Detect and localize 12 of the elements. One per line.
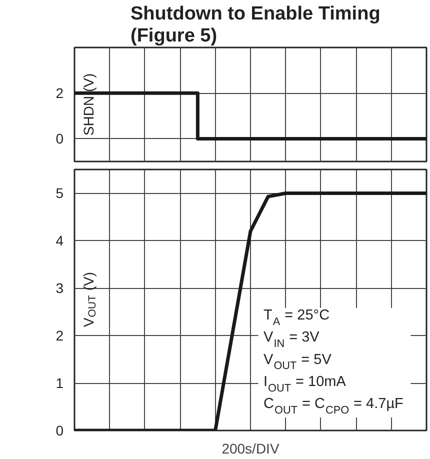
y-tick-label: 0 [56, 130, 64, 147]
y-axis-title: SHDN (V) [80, 73, 96, 136]
y-axis-title: VOUT (V) [80, 272, 99, 328]
x-axis-title: 200s/DIV [222, 440, 280, 456]
y-tick-label: 0 [56, 422, 64, 438]
y-tick-label: 5 [56, 185, 64, 202]
y-tick-label: 4 [56, 232, 64, 249]
y-tick-label: 2 [56, 85, 64, 102]
chart-title: Shutdown to Enable Timing (Figure 5) [130, 3, 380, 46]
y-tick-label: 2 [56, 328, 64, 344]
y-tick-label: 3 [56, 280, 64, 296]
y-tick-label: 1 [56, 375, 64, 392]
